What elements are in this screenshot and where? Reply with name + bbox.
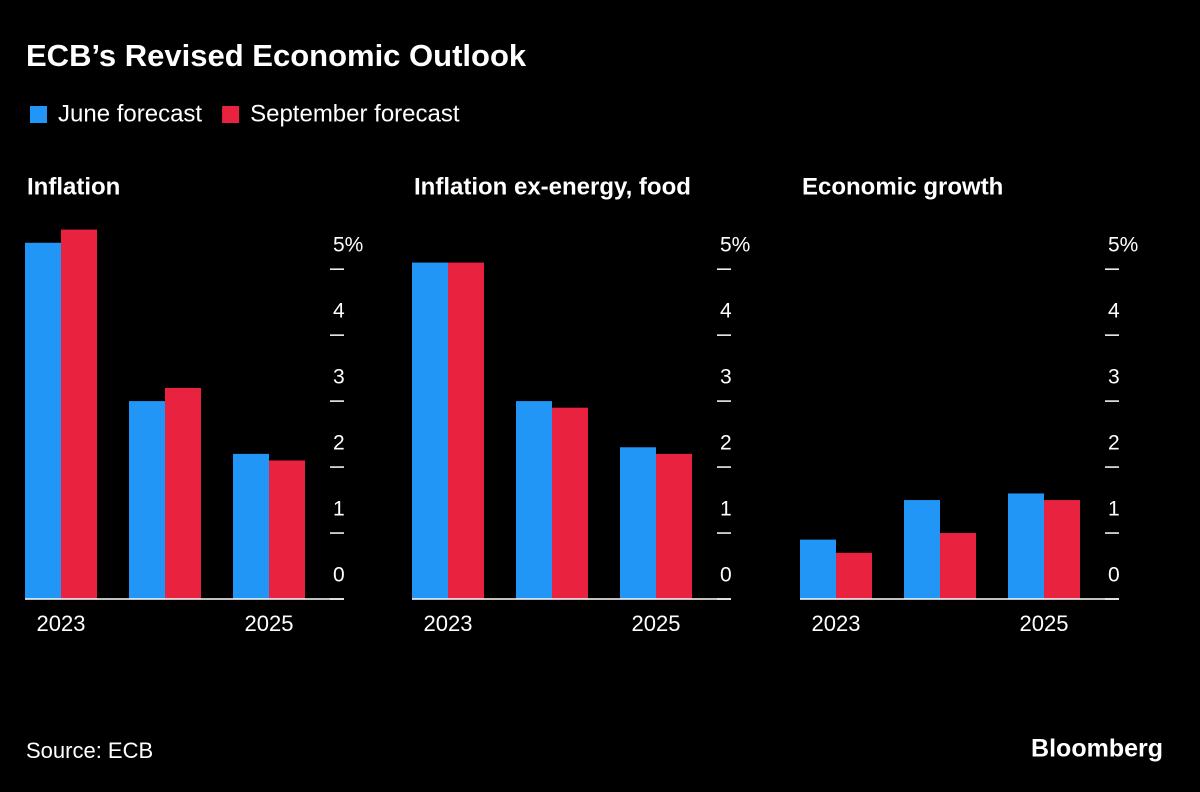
- y-tick-label: 1: [1108, 498, 1120, 521]
- x-tick-label: 2025: [245, 611, 294, 636]
- legend-label: June forecast: [58, 100, 202, 127]
- x-tick-label: 2023: [812, 611, 861, 636]
- legend-swatch: [222, 106, 240, 123]
- y-tick-label: 0: [720, 564, 732, 587]
- y-tick-label: 1: [333, 498, 345, 521]
- y-tick-label: 2: [720, 432, 732, 455]
- bar: [800, 539, 836, 599]
- y-tick-label: 1: [720, 498, 732, 521]
- bar: [940, 533, 976, 599]
- bar: [233, 453, 269, 599]
- y-tick-label: 4: [720, 300, 732, 323]
- bar: [1044, 500, 1080, 599]
- bar: [552, 407, 588, 599]
- y-tick-label: 0: [1108, 564, 1120, 587]
- legend-swatch: [30, 106, 47, 123]
- bar: [129, 401, 165, 599]
- bar: [620, 447, 656, 599]
- bar: [836, 552, 872, 599]
- y-tick-label: 5%: [1108, 234, 1138, 257]
- panel-title: Inflation: [27, 173, 120, 200]
- source: Source: ECB: [26, 738, 153, 763]
- x-tick-label: 2025: [1020, 611, 1069, 636]
- bar: [448, 262, 484, 599]
- x-tick-label: 2023: [37, 611, 86, 636]
- y-tick-label: 4: [333, 300, 345, 323]
- y-tick-label: 0: [333, 564, 345, 587]
- y-tick-label: 4: [1108, 300, 1120, 323]
- bar: [656, 453, 692, 599]
- y-tick-label: 5%: [333, 234, 363, 257]
- bar: [516, 401, 552, 599]
- y-tick-label: 3: [720, 366, 732, 389]
- y-tick-label: 3: [333, 366, 345, 389]
- y-tick-label: 3: [1108, 366, 1120, 389]
- y-tick-label: 2: [333, 432, 345, 455]
- x-tick-label: 2025: [632, 611, 681, 636]
- bar: [269, 460, 305, 599]
- bar: [25, 242, 61, 599]
- bar: [61, 229, 97, 599]
- panel-title: Inflation ex-energy, food: [414, 173, 691, 200]
- bar: [1008, 493, 1044, 599]
- bar: [904, 500, 940, 599]
- bar: [412, 262, 448, 599]
- x-tick-label: 2023: [424, 611, 473, 636]
- bar: [165, 387, 201, 599]
- chart-title: ECB’s Revised Economic Outlook: [26, 38, 527, 73]
- brand: Bloomberg: [1031, 735, 1163, 763]
- y-tick-label: 5%: [720, 234, 750, 257]
- y-tick-label: 2: [1108, 432, 1120, 455]
- legend-label: September forecast: [250, 100, 460, 127]
- panel-title: Economic growth: [802, 173, 1003, 200]
